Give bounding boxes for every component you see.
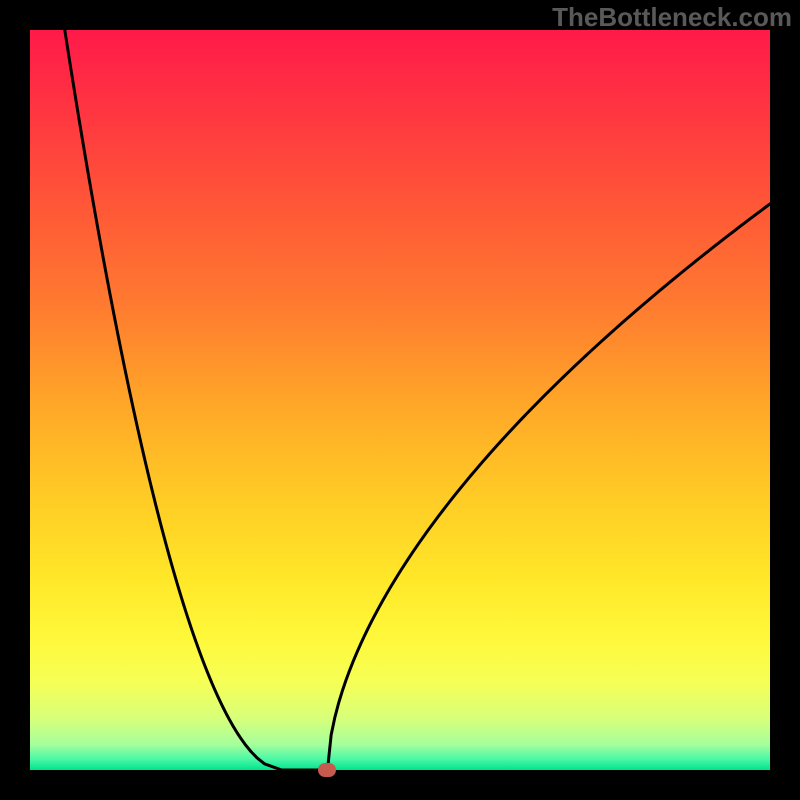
heat-gradient (30, 30, 770, 770)
plot-frame (30, 30, 770, 770)
optimum-marker (318, 763, 336, 777)
watermark-text: TheBottleneck.com (552, 2, 792, 33)
chart-stage: TheBottleneck.com (0, 0, 800, 800)
